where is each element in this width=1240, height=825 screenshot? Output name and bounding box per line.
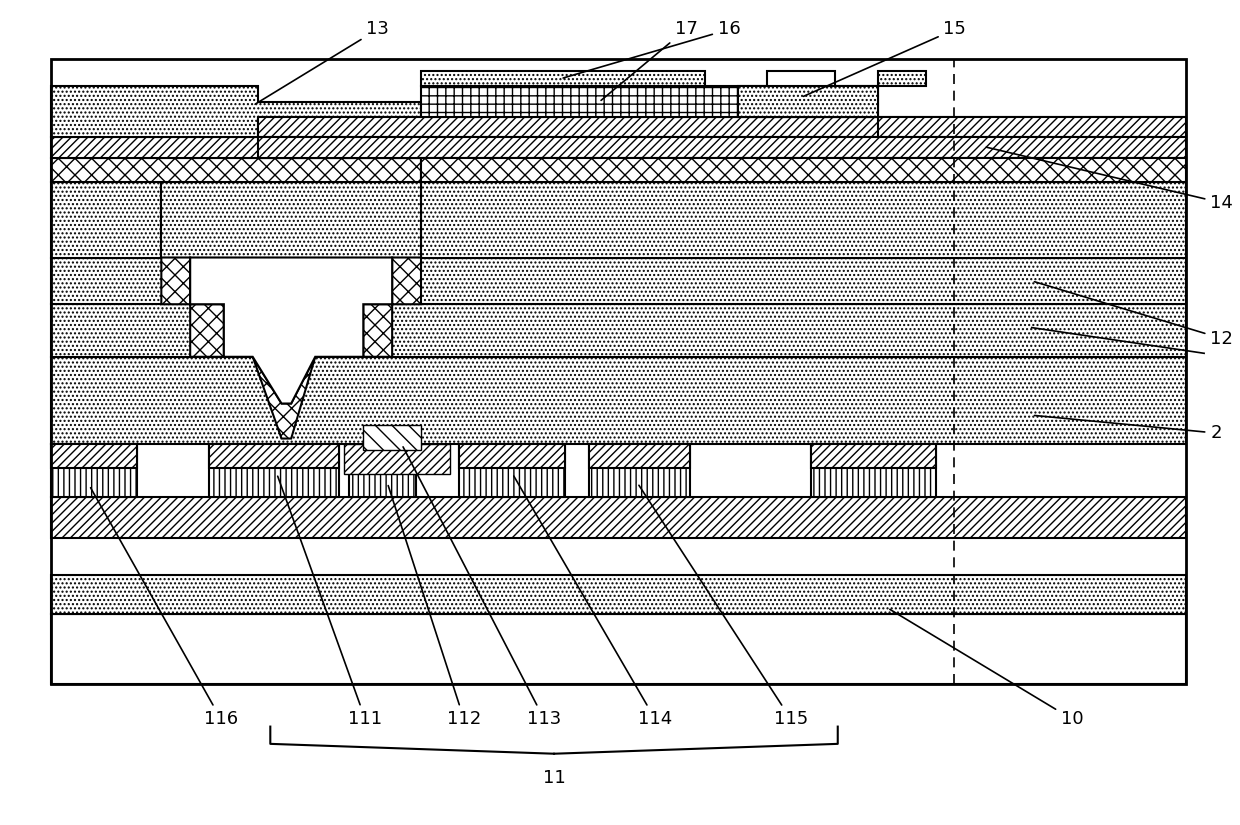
Bar <box>460 445 565 497</box>
Bar <box>210 445 340 497</box>
Text: 112: 112 <box>388 486 481 728</box>
Bar <box>343 445 450 474</box>
Bar <box>51 304 1185 356</box>
Text: 16: 16 <box>563 21 740 78</box>
Bar <box>422 182 1185 257</box>
Polygon shape <box>190 257 392 403</box>
Text: 13: 13 <box>255 21 389 104</box>
Bar <box>161 182 422 257</box>
Bar <box>811 445 935 468</box>
Bar <box>768 71 835 86</box>
Text: 15: 15 <box>804 21 966 97</box>
Polygon shape <box>738 71 926 117</box>
Bar <box>210 445 340 468</box>
Polygon shape <box>51 86 422 137</box>
Text: 10: 10 <box>890 610 1084 728</box>
Text: 115: 115 <box>639 485 808 728</box>
Bar <box>51 182 161 257</box>
Bar <box>51 445 138 497</box>
Bar <box>460 445 565 468</box>
Bar <box>878 117 1185 137</box>
Bar <box>51 445 138 468</box>
Bar <box>258 137 1185 158</box>
Bar <box>51 614 1185 684</box>
Bar <box>51 137 422 158</box>
Text: 116: 116 <box>91 488 238 728</box>
Bar <box>589 445 691 468</box>
Bar <box>422 71 704 86</box>
Text: 12: 12 <box>1034 281 1233 347</box>
Bar <box>51 575 1185 614</box>
Bar <box>348 450 417 497</box>
Text: 114: 114 <box>513 476 672 728</box>
Text: 17: 17 <box>601 21 697 101</box>
Bar <box>589 445 691 497</box>
Bar <box>811 445 935 497</box>
Bar <box>51 356 1185 445</box>
Polygon shape <box>161 257 422 439</box>
Text: 2: 2 <box>1034 416 1221 442</box>
Bar <box>51 158 422 182</box>
Bar <box>51 59 1185 684</box>
Bar <box>51 497 1185 538</box>
Text: 113: 113 <box>403 447 562 728</box>
Bar <box>422 158 1185 182</box>
Text: 111: 111 <box>278 476 382 728</box>
Bar <box>422 86 878 117</box>
Text: 11: 11 <box>543 770 565 787</box>
Bar <box>51 257 1185 304</box>
Text: 14: 14 <box>986 147 1233 212</box>
Bar <box>363 425 422 450</box>
Bar <box>258 117 1185 137</box>
